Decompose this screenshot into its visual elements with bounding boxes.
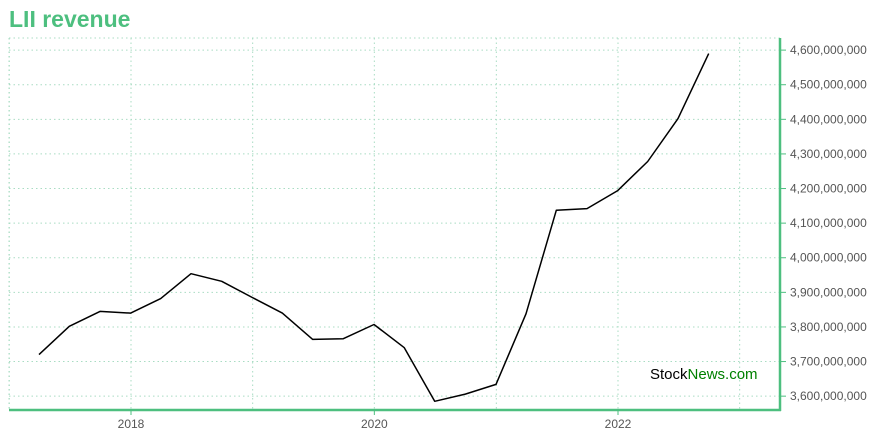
data-point (616, 189, 620, 193)
y-tick-label: 3,800,000,000 (790, 320, 867, 334)
data-point (159, 297, 163, 301)
data-point (402, 346, 406, 350)
y-tick-label: 3,900,000,000 (790, 285, 867, 299)
data-point (554, 208, 558, 212)
x-tick-label: 2020 (361, 417, 388, 431)
data-point (129, 311, 133, 315)
series-line (38, 53, 710, 403)
data-point (707, 52, 711, 56)
watermark-stock: Stock (650, 366, 688, 383)
data-point (98, 309, 102, 313)
data-point (311, 337, 315, 341)
x-tick-label: 2018 (118, 417, 145, 431)
data-point (676, 117, 680, 121)
data-point (433, 399, 437, 403)
data-point (37, 353, 41, 357)
data-point (524, 312, 528, 316)
data-point (67, 324, 71, 328)
data-point (646, 160, 650, 164)
data-point (585, 207, 589, 211)
data-point (250, 296, 254, 300)
series-group (37, 52, 711, 403)
y-tick-label: 4,100,000,000 (790, 216, 867, 230)
watermark: StockNews.com (650, 366, 758, 383)
x-tick-label: 2022 (605, 417, 632, 431)
chart-title: LII revenue (9, 6, 131, 32)
data-point (463, 392, 467, 396)
y-tick-label: 4,400,000,000 (790, 112, 867, 126)
data-point (280, 311, 284, 315)
y-tick-label: 3,700,000,000 (790, 355, 867, 369)
data-point (341, 337, 345, 341)
data-point (494, 382, 498, 386)
data-point (220, 279, 224, 283)
y-tick-label: 4,600,000,000 (790, 43, 867, 57)
y-tick-label: 4,500,000,000 (790, 78, 867, 92)
y-tick-label: 4,000,000,000 (790, 251, 867, 265)
data-point (189, 272, 193, 276)
axes (8, 37, 786, 415)
tick-labels: 3,600,000,000 3,700,000,000 3,800,000,000 3… (118, 43, 867, 431)
grid-lines (8, 38, 780, 410)
y-tick-label: 3,600,000,000 (790, 389, 867, 403)
y-tick-label: 4,200,000,000 (790, 182, 867, 196)
data-point (372, 323, 376, 327)
watermark-news: News.com (688, 366, 758, 383)
y-tick-label: 4,300,000,000 (790, 147, 867, 161)
